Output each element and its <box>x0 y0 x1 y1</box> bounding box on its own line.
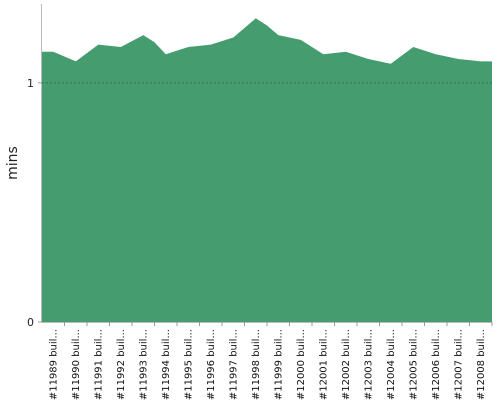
x-tick-label: #11997 buil... <box>228 329 239 400</box>
x-tick-label: #12001 buil... <box>318 329 329 400</box>
x-tick-label: #11990 buil... <box>71 329 82 400</box>
x-tick-label: #12005 buil... <box>408 329 419 400</box>
y-axis-ticks: 01 <box>27 77 42 329</box>
x-tick-label: #12007 buil... <box>453 329 464 400</box>
series-area <box>42 18 492 323</box>
y-axis-title: mins <box>5 146 21 180</box>
x-tick-label: #11994 buil... <box>161 329 172 400</box>
x-tick-label: #11991 buil... <box>93 329 104 400</box>
x-tick-label: #12003 buil... <box>363 329 374 400</box>
plot-area <box>42 18 492 323</box>
x-tick-label: #11996 buil... <box>206 329 217 400</box>
x-tick-label: #11998 buil... <box>251 329 262 400</box>
y-tick-label: 0 <box>27 316 34 329</box>
x-tick-label: #12008 buil... <box>476 329 487 400</box>
x-tick-label: #11989 buil... <box>48 329 59 400</box>
x-axis-ticks: #11989 buil... #11990 buil... #11991 buil.… <box>48 322 493 400</box>
x-tick-label: #11992 buil... <box>116 329 127 400</box>
y-tick-label: 1 <box>27 77 34 90</box>
x-tick-label: #11999 buil... <box>273 329 284 400</box>
x-tick-label: #11995 buil... <box>183 329 194 400</box>
x-tick-label: #12006 buil... <box>431 329 442 400</box>
x-tick-label: #11993 buil... <box>138 329 149 400</box>
x-tick-label: #12000 buil... <box>296 329 307 400</box>
x-tick-label: #12004 buil... <box>386 329 397 400</box>
x-tick-label: #12002 buil... <box>341 329 352 400</box>
